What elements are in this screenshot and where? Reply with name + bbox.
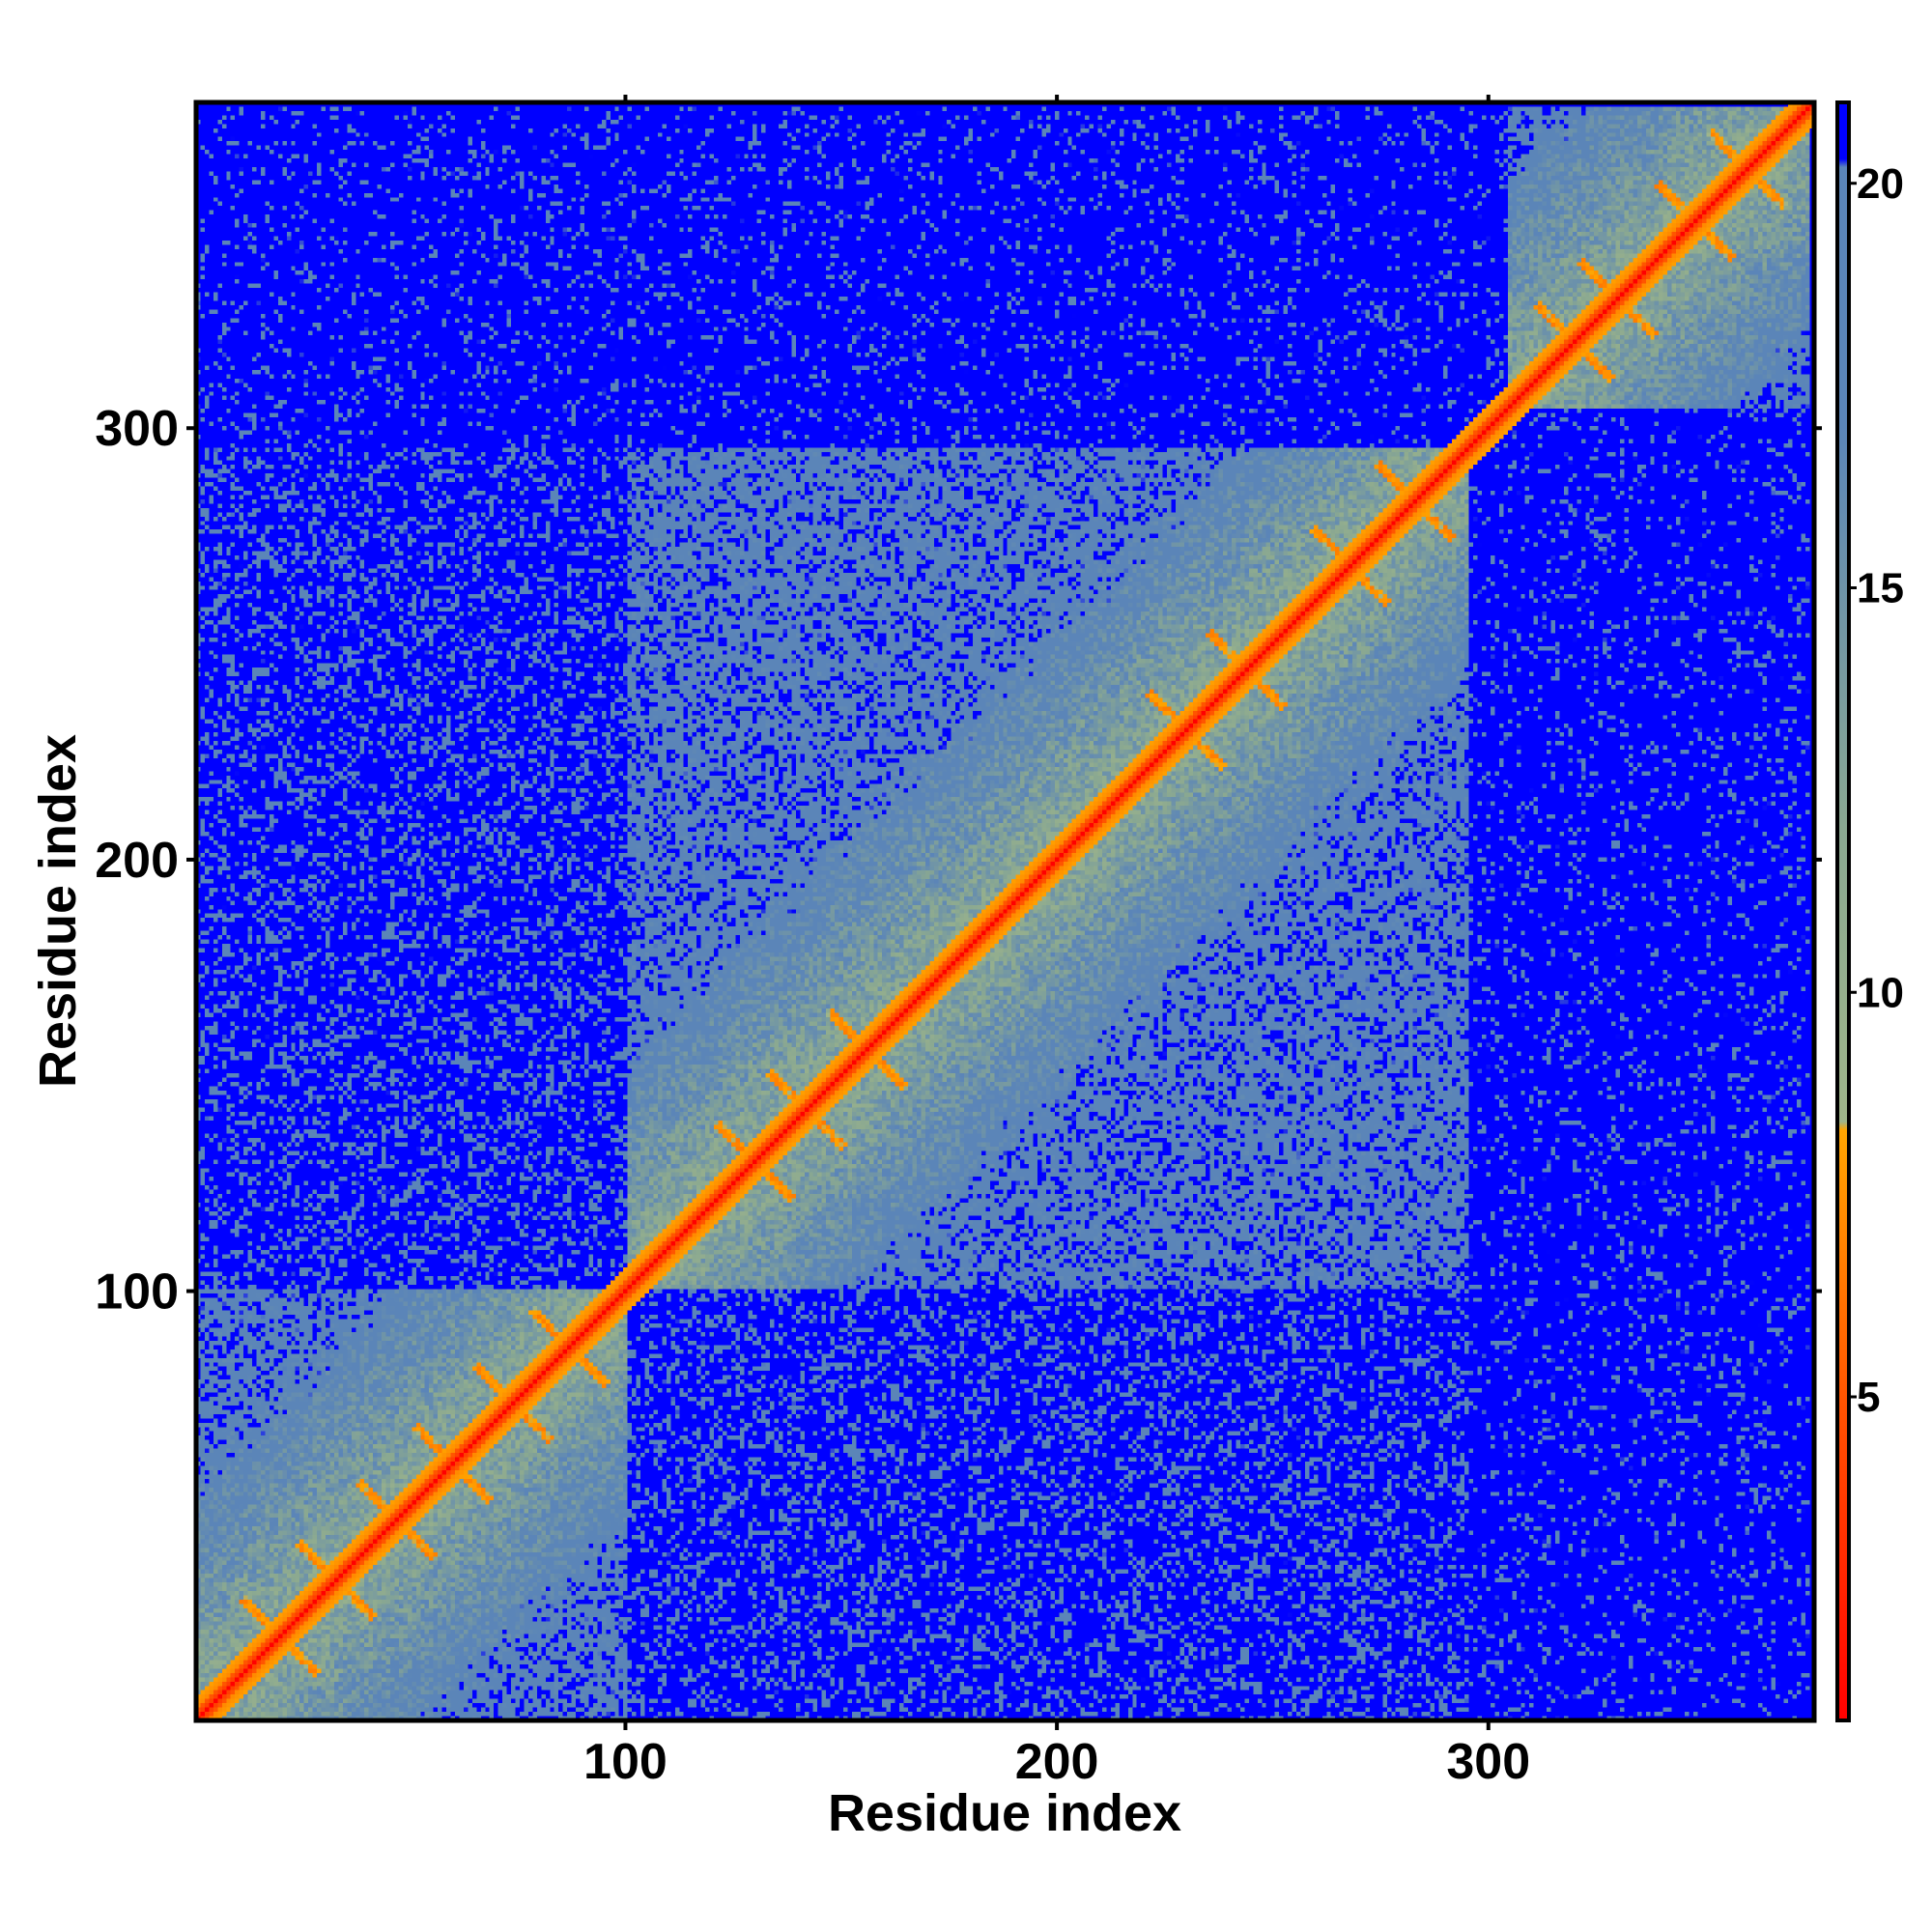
axis-ticks: 100 200 300 100 200 300 — [95, 95, 1822, 1790]
colorbar-frame — [1835, 100, 1851, 1722]
y-tick-label: 300 — [95, 401, 179, 457]
x-tick-label: 100 — [583, 1734, 668, 1790]
x-tick-label: 200 — [1015, 1734, 1099, 1790]
x-axis-title: Residue index — [828, 1784, 1181, 1842]
colorbar-tick-label: 5 — [1857, 1374, 1880, 1421]
y-tick-label: 200 — [95, 833, 179, 889]
y-axis-title: Residue index — [29, 734, 87, 1088]
colorbar-tick-label: 15 — [1857, 565, 1904, 612]
y-tick-label: 100 — [95, 1264, 179, 1321]
colorbar — [1837, 102, 1849, 1720]
x-tick-label: 300 — [1446, 1734, 1530, 1790]
heatmap-container — [196, 102, 1814, 1720]
colorbar-ticks: 5 10 15 20 — [1849, 160, 1904, 1421]
colorbar-tick-label: 20 — [1857, 160, 1904, 208]
plot-frame — [193, 99, 1817, 1723]
distance-heatmap — [196, 102, 1814, 1720]
colorbar-tick-label: 10 — [1857, 969, 1904, 1016]
